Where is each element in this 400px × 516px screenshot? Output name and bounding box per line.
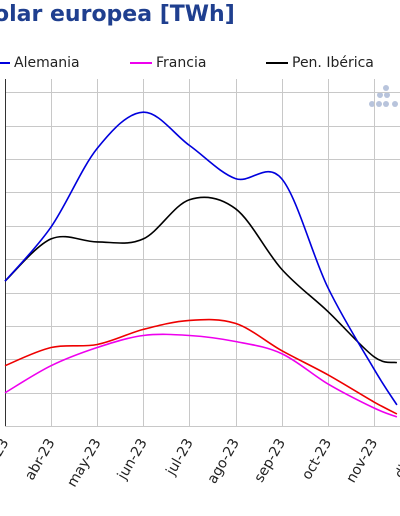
legend-swatch-pen-iberica (266, 62, 288, 64)
x-tick-label: sep-23 (251, 436, 289, 485)
series-line-red (4, 318, 398, 415)
x-tick-label: jun-23 (114, 436, 151, 483)
x-tick-label: abr-23 (22, 436, 58, 483)
series-line-pen-iberica (4, 196, 398, 364)
x-tick-label: may-23 (64, 436, 104, 490)
chart-legend: Alemania Francia Pen. Ibérica (0, 55, 400, 73)
x-tick-label: ago-23 (205, 436, 243, 487)
x-tick-label: oct-23 (299, 436, 335, 483)
legend-swatch-alemania (0, 62, 10, 64)
legend-swatch-francia (130, 62, 152, 64)
dot-cluster-logo-icon (369, 85, 398, 107)
legend-item-pen-iberica: Pen. Ibérica (266, 55, 374, 71)
x-tick-label: dic-23 (392, 436, 400, 482)
x-tick-label: jul-23 (163, 436, 197, 479)
legend-item-alemania: Alemania (0, 55, 80, 71)
legend-label-pen-iberica: Pen. Ibérica (292, 55, 374, 71)
series-line-alemania (4, 111, 398, 406)
series-line-francia (4, 333, 398, 418)
chart-title: olar europea [TWh] (0, 2, 235, 27)
legend-label-francia: Francia (156, 55, 207, 71)
legend-label-alemania: Alemania (14, 55, 80, 71)
legend-item-francia: Francia (130, 55, 206, 71)
x-tick-label: nov-23 (343, 436, 381, 486)
x-tick-label: mar-23 (0, 436, 12, 487)
